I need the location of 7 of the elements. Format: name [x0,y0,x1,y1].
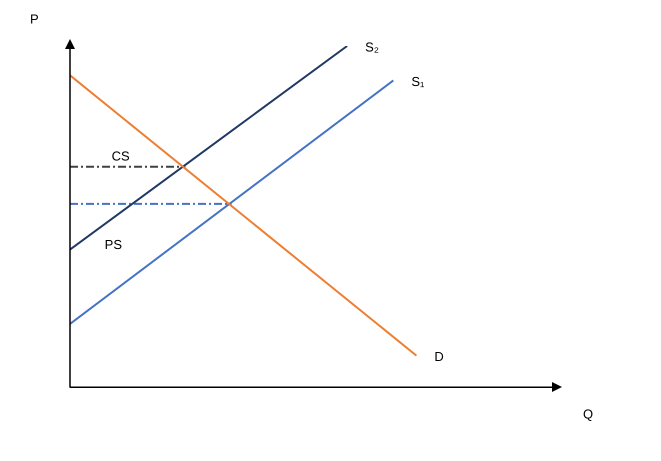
y-axis-title: P [30,12,39,27]
annotation: CS [112,148,130,164]
x-axis-title: Q [583,406,594,422]
series-label: S₂ [365,40,379,55]
series-label: S₁ [411,74,426,90]
series-label: D [434,349,444,364]
annotation: PS [104,237,122,252]
